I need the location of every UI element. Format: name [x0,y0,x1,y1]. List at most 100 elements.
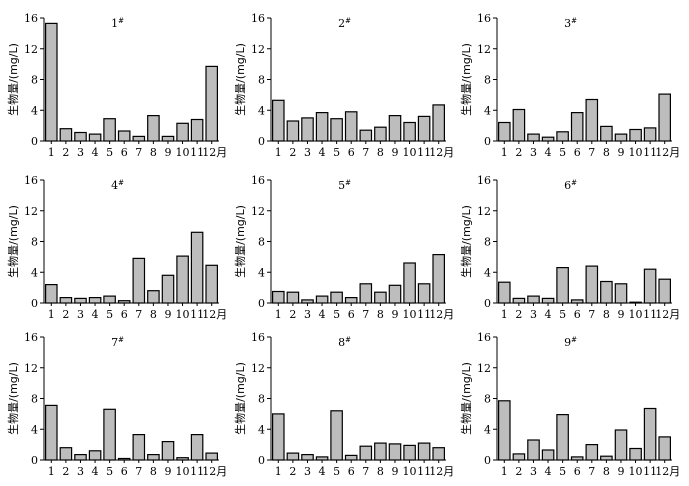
x-tick-label: 7 [588,465,595,478]
x-tick-label: 12月 [429,308,454,321]
panel-title: 3# [564,17,577,30]
bar-12 [205,264,218,304]
y-tick-label: 16 [477,331,491,344]
x-tick-label: 6 [574,146,581,159]
y-tick-label: 0 [484,454,491,467]
x-tick-label: 8 [603,308,610,321]
bar-8 [147,454,160,461]
x-tick-label: 12月 [655,308,680,321]
bar-6 [570,111,584,142]
x-tick-label: 5 [333,308,340,321]
y-tick-label: 4 [258,423,265,436]
bar-8 [374,126,387,142]
y-tick-label: 16 [251,12,265,25]
bar-11 [417,115,431,142]
panel-title-sup: # [345,179,351,187]
bar-2 [59,297,73,304]
x-tick-label: 11 [190,465,204,478]
bar-4 [315,111,329,142]
x-tick-label: 1 [501,146,508,159]
bar-4 [541,297,555,304]
panel-title-sup: # [571,179,577,187]
bar-1 [272,413,285,461]
x-tick-label: 10 [629,308,643,321]
bar-11 [643,407,657,461]
x-tick-label: 6 [348,465,355,478]
bar-7 [359,283,373,304]
x-tick-label: 5 [333,146,340,159]
x-tick-label: 9 [164,465,171,478]
bar-4 [541,449,555,461]
x-tick-label: 6 [348,146,355,159]
x-tick-label: 2 [62,308,69,321]
y-axis-label: 生物量/(mg/L) [6,362,20,435]
x-tick-label: 6 [574,308,581,321]
bar-4 [88,450,102,461]
x-tick-label: 7 [362,146,369,159]
x-tick-label: 10 [176,465,190,478]
y-tick-label: 12 [251,43,265,56]
x-tick-label: 4 [319,465,326,478]
bar-5 [556,267,569,304]
bar-10 [176,122,189,142]
x-tick-label: 12月 [202,308,227,321]
panel-title: 6# [564,179,577,192]
x-tick-label: 3 [304,465,311,478]
x-tick-label: 10 [176,146,190,159]
x-tick-label: 1 [501,308,508,321]
bar-9 [614,133,628,142]
bar-7 [132,434,146,461]
bar-3 [74,454,87,461]
x-tick-label: 9 [391,465,398,478]
x-tick-label: 6 [574,465,581,478]
y-tick-label: 4 [31,423,38,436]
x-tick-label: 4 [92,308,99,321]
x-tick-label: 1 [48,465,55,478]
x-tick-label: 7 [135,308,142,321]
x-tick-label: 2 [289,146,296,159]
x-tick-label: 10 [403,308,417,321]
bar-9 [614,429,628,461]
x-tick-label: 5 [333,465,340,478]
y-tick-label: 8 [258,236,265,249]
bar-6 [344,454,358,461]
x-tick-label: 2 [289,465,296,478]
y-tick-label: 8 [484,74,491,87]
bar-9 [388,443,402,461]
panel-title: 4# [111,179,124,192]
y-tick-label: 12 [251,362,265,375]
bar-12 [658,278,671,304]
y-tick-label: 12 [477,362,491,375]
x-tick-label: 4 [92,146,99,159]
y-axis-label: 生物量/(mg/L) [459,43,473,116]
x-tick-label: 3 [530,146,537,159]
bar-12 [432,104,445,142]
x-tick-label: 7 [362,465,369,478]
bar-11 [417,283,431,304]
x-tick-label: 3 [530,465,537,478]
x-tick-label: 4 [319,308,326,321]
bar-2 [286,452,300,461]
y-tick-label: 16 [24,174,38,187]
x-tick-label: 9 [617,465,624,478]
bar-9 [161,441,175,461]
bar-11 [417,442,431,461]
bar-8 [600,455,613,461]
y-tick-label: 8 [258,74,265,87]
bar-9 [614,283,628,304]
bar-7 [132,135,146,142]
panel-title: 8# [338,336,351,349]
x-tick-label: 9 [391,146,398,159]
bar-4 [88,133,102,142]
bar-1 [272,99,285,142]
x-tick-label: 9 [617,308,624,321]
bar-10 [629,447,642,461]
y-axis-label: 生物量/(mg/L) [6,205,20,278]
x-tick-label: 3 [304,146,311,159]
bar-1 [498,121,511,142]
x-tick-label: 4 [545,308,552,321]
